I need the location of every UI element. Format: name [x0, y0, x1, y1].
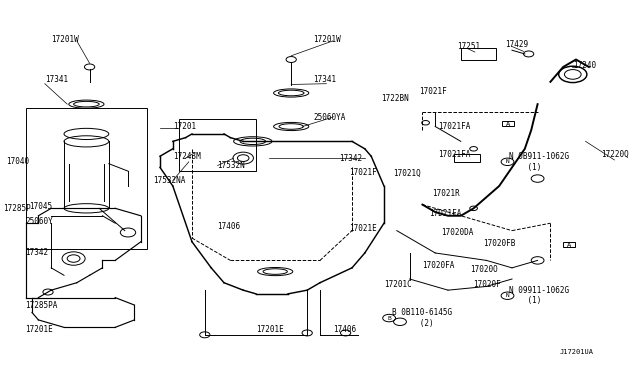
- Bar: [563, 242, 575, 247]
- Text: 17201W: 17201W: [51, 35, 79, 44]
- Text: 17201E: 17201E: [26, 325, 53, 334]
- Text: A: A: [506, 121, 510, 127]
- Text: 17240: 17240: [573, 61, 596, 70]
- Text: 17341: 17341: [314, 76, 337, 84]
- Text: 25060YA: 25060YA: [314, 113, 346, 122]
- Text: 17406: 17406: [218, 222, 241, 231]
- Text: 17532N: 17532N: [218, 161, 245, 170]
- Bar: [26, 108, 147, 249]
- Text: 17532NA: 17532NA: [154, 176, 186, 185]
- Text: 17020DA: 17020DA: [442, 228, 474, 237]
- Text: 17406: 17406: [333, 325, 356, 334]
- Text: 17045: 17045: [29, 202, 52, 211]
- Text: 17342: 17342: [26, 248, 49, 257]
- Text: J17201UA: J17201UA: [560, 349, 594, 355]
- Text: N: N: [506, 159, 509, 164]
- Text: 17021Q: 17021Q: [394, 169, 421, 177]
- Text: 17220Q: 17220Q: [602, 150, 629, 159]
- Text: 17021FA: 17021FA: [438, 122, 471, 131]
- Text: 17020FB: 17020FB: [483, 239, 516, 248]
- Text: N: N: [506, 293, 509, 298]
- Text: 17285P: 17285P: [3, 204, 31, 213]
- Bar: [461, 48, 496, 60]
- Text: B 0B110-6145G
      (2): B 0B110-6145G (2): [392, 308, 452, 328]
- Text: 17201W: 17201W: [314, 35, 341, 44]
- Text: 17021F: 17021F: [349, 169, 376, 177]
- Text: 17020O: 17020O: [470, 265, 498, 274]
- Text: 17021FA: 17021FA: [438, 150, 471, 159]
- Text: 25060Y: 25060Y: [26, 217, 53, 226]
- Text: 17040: 17040: [6, 157, 29, 166]
- Text: 17021E: 17021E: [349, 224, 376, 233]
- Text: 17020FA: 17020FA: [422, 262, 455, 270]
- Text: B: B: [387, 315, 391, 321]
- Bar: [454, 154, 480, 162]
- Text: 17341: 17341: [45, 76, 68, 84]
- Text: 17251: 17251: [458, 42, 481, 51]
- Bar: [502, 121, 514, 126]
- Text: 17243M: 17243M: [173, 152, 200, 161]
- Text: A: A: [567, 242, 571, 248]
- Text: 17201C: 17201C: [384, 280, 412, 289]
- Text: 17021F: 17021F: [419, 87, 447, 96]
- Text: 17021R: 17021R: [432, 189, 460, 198]
- Text: 17D21FA: 17D21FA: [429, 209, 461, 218]
- Text: 1722BN: 1722BN: [381, 94, 408, 103]
- Bar: [179, 119, 256, 171]
- Text: 17020F: 17020F: [474, 280, 501, 289]
- Text: N 0B911-1062G
    (1): N 0B911-1062G (1): [509, 152, 569, 171]
- Text: 17201: 17201: [173, 122, 196, 131]
- Text: 17429: 17429: [506, 40, 529, 49]
- Text: 17201E: 17201E: [256, 325, 284, 334]
- Text: N 09911-1062G
    (1): N 09911-1062G (1): [509, 286, 569, 305]
- Text: 17285PA: 17285PA: [26, 301, 58, 310]
- Text: 17342: 17342: [339, 154, 362, 163]
